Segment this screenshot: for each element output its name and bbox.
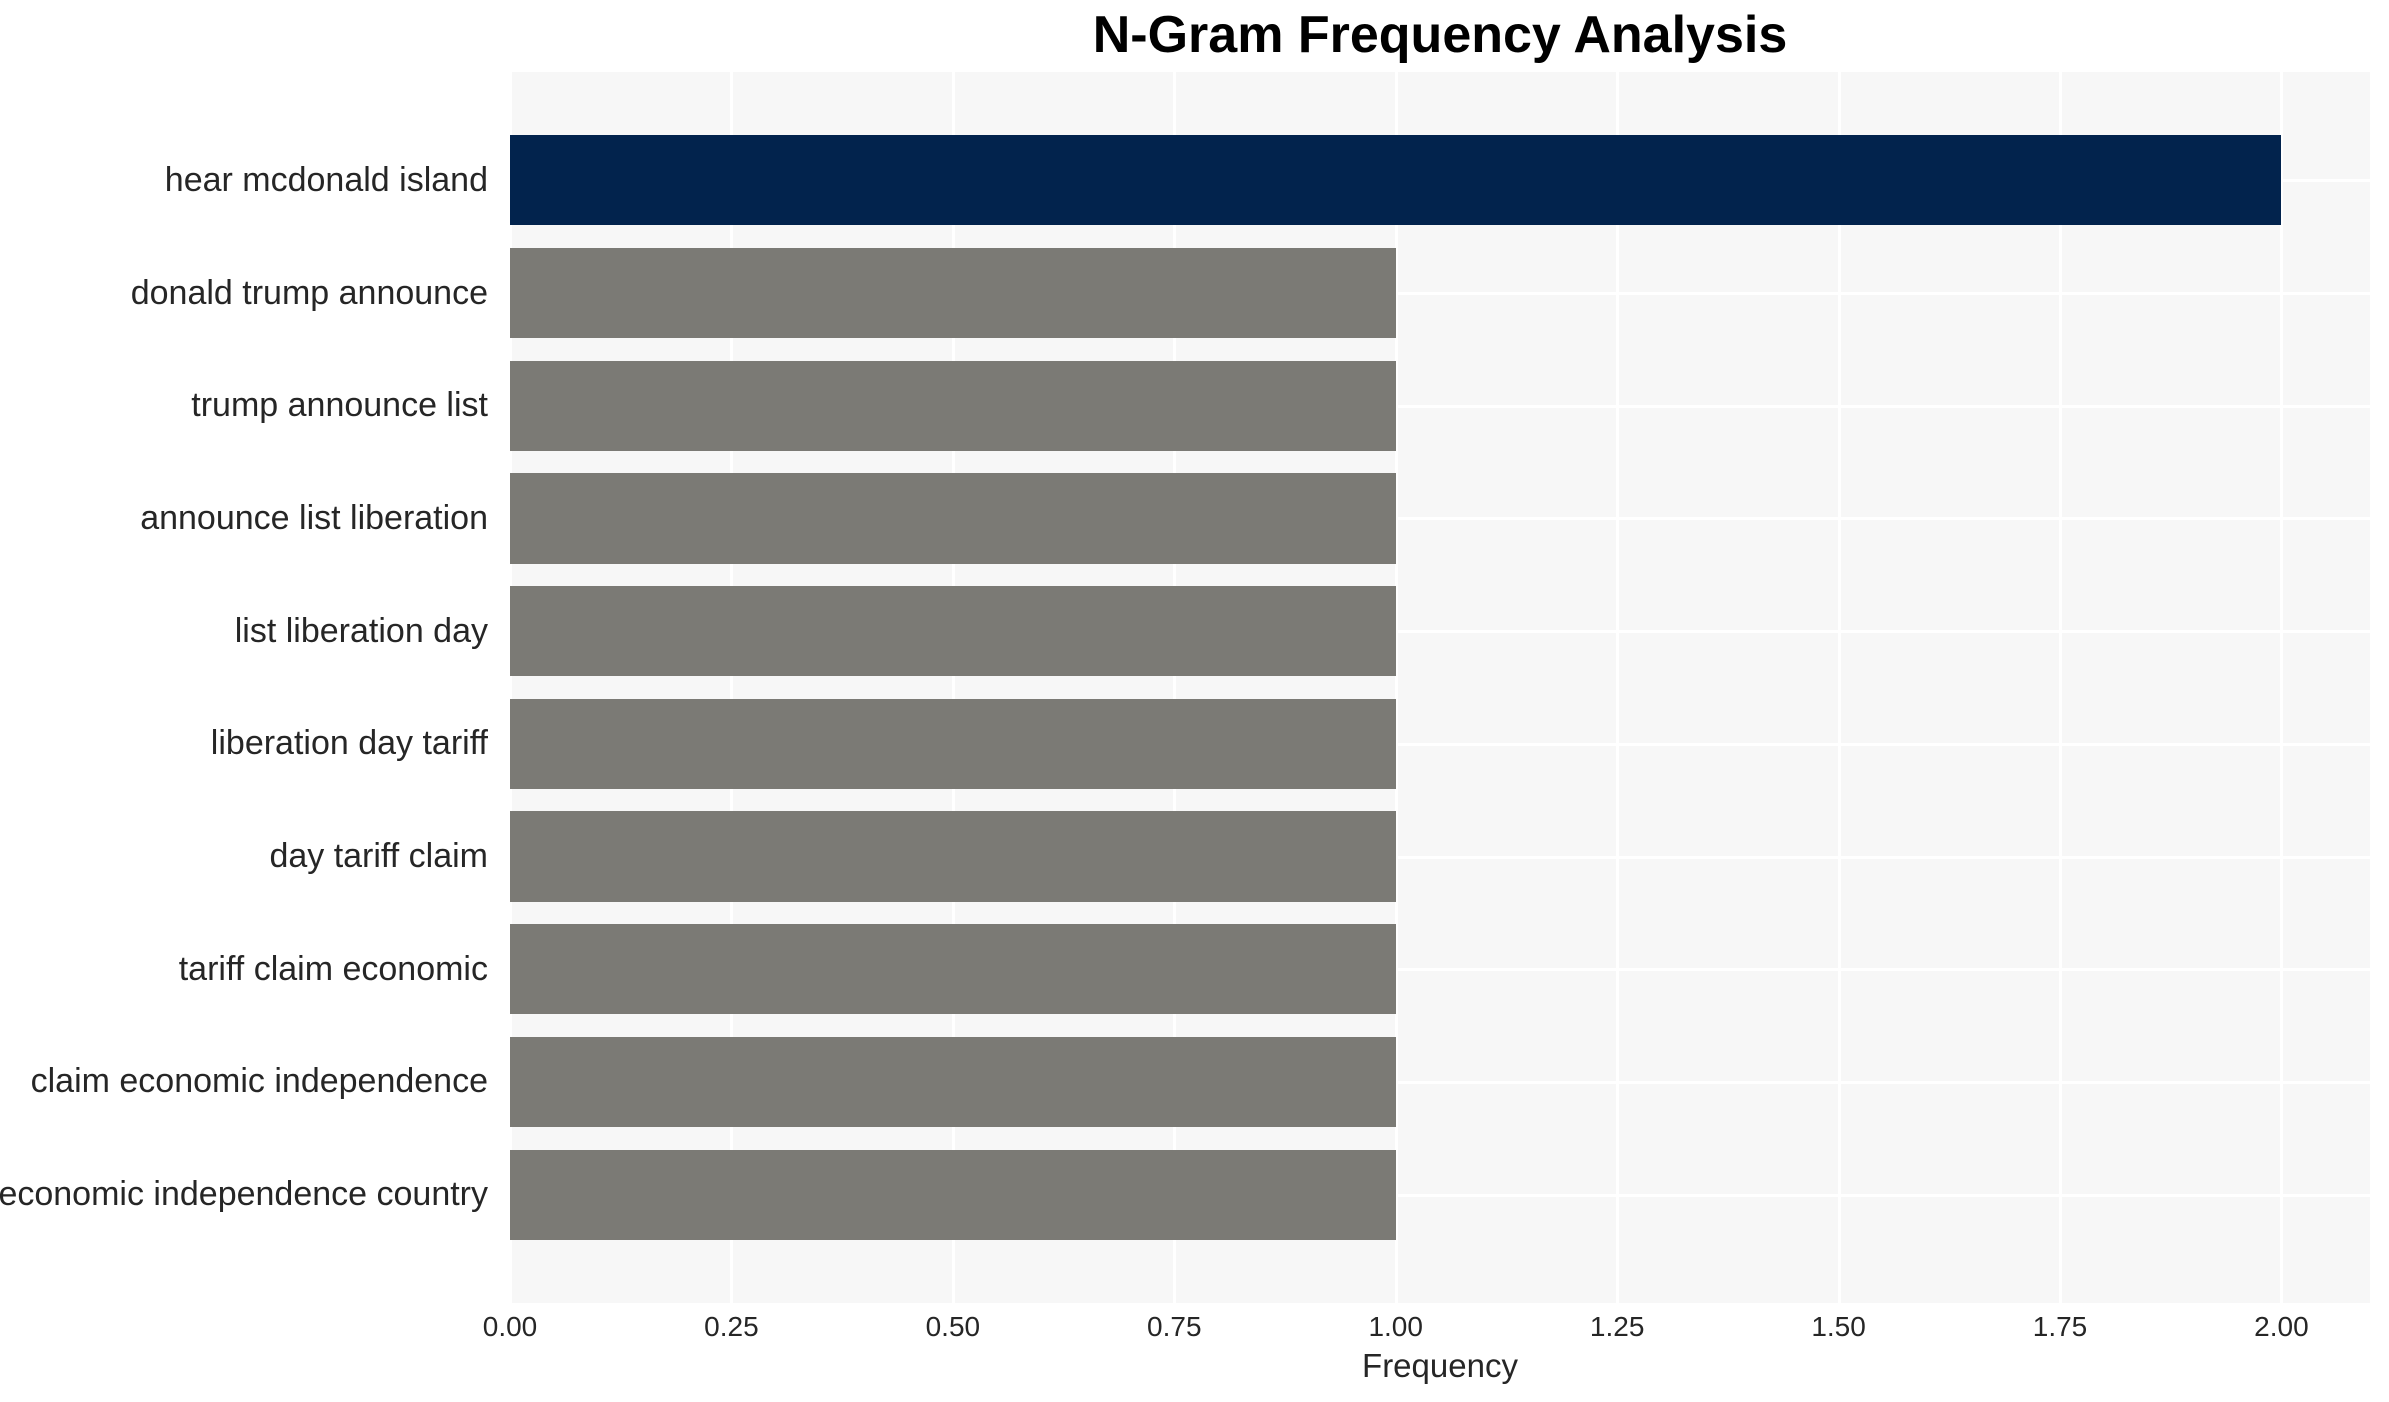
h-gridline: [510, 404, 2370, 408]
v-gridline: [951, 72, 955, 1303]
v-gridline: [2280, 72, 2284, 1303]
v-gridline: [1394, 72, 1398, 1303]
bar: [510, 473, 1396, 564]
x-tick-label: 1.50: [1811, 1311, 1866, 1342]
y-axis-category-labels: hear mcdonald island donald trump announc…: [0, 72, 500, 1303]
h-gridline: [510, 1080, 2370, 1084]
bar: [510, 924, 1396, 1015]
bar: [510, 247, 1396, 339]
h-gridline: [510, 292, 2370, 296]
bar-row: [510, 575, 2370, 688]
bar: [510, 135, 2282, 226]
bar-row: [510, 913, 2370, 1026]
plot-area: [509, 72, 2370, 1303]
x-tick-label: 2.00: [2254, 1311, 2309, 1342]
category-label: announce list liberation: [140, 498, 488, 537]
x-tick-label: 0.50: [925, 1311, 981, 1342]
bar: [510, 811, 1396, 902]
x-axis-label: Frequency: [1362, 1347, 1518, 1384]
h-gridline: [510, 630, 2370, 634]
x-tick-label: 1.25: [1589, 1311, 1645, 1342]
x-tick-label: 0.75: [1147, 1311, 1202, 1342]
v-gridline: [1616, 72, 1620, 1303]
v-gridline: [1837, 72, 1841, 1303]
chart-title: N-Gram Frequency Analysis: [1092, 6, 1788, 64]
category-label: trump announce list: [191, 386, 488, 425]
bar: [510, 698, 1396, 789]
bar-row: [510, 462, 2370, 575]
v-gridline: [730, 72, 734, 1303]
h-gridline: [510, 742, 2370, 746]
v-gridline: [2059, 72, 2062, 1303]
bar: [510, 1036, 1396, 1128]
bar: [510, 1149, 1396, 1240]
bar-row: [510, 1026, 2370, 1139]
x-tick-label: 1.00: [1368, 1311, 1423, 1342]
h-gridline: [510, 968, 2370, 972]
category-label: donald trump announce: [130, 273, 488, 312]
v-gridline: [1173, 72, 1177, 1303]
category-label: hear mcdonald island: [164, 160, 488, 199]
h-gridline: [510, 855, 2370, 859]
x-axis-tick-labels: 0.00 0.25 0.50 0.75 1.00 1.25 1.50 1.75 2.00: [483, 1311, 2370, 1347]
category-label: tariff claim economic: [178, 949, 488, 988]
h-gridline: [510, 517, 2370, 521]
x-tick-label: 0.25: [704, 1311, 759, 1342]
bar: [510, 360, 1396, 451]
bar-rows: [510, 124, 2370, 1251]
bar-row: [510, 237, 2370, 350]
category-label: list liberation day: [234, 611, 488, 650]
x-tick-label: 1.75: [2032, 1311, 2088, 1342]
x-tick-label: 0.00: [482, 1311, 538, 1342]
category-label: economic independence country: [0, 1175, 488, 1214]
bar-row: [510, 1138, 2370, 1251]
bar: [510, 586, 1396, 677]
category-label: liberation day tariff: [210, 724, 488, 763]
bar-row: [510, 349, 2370, 462]
bar-row: [510, 688, 2370, 801]
bar-row: [510, 800, 2370, 913]
category-label: claim economic independence: [30, 1062, 488, 1101]
h-gridline: [510, 1193, 2370, 1197]
category-label: day tariff claim: [269, 837, 488, 876]
bar-row: [510, 124, 2370, 237]
v-gridline: [509, 72, 512, 1303]
